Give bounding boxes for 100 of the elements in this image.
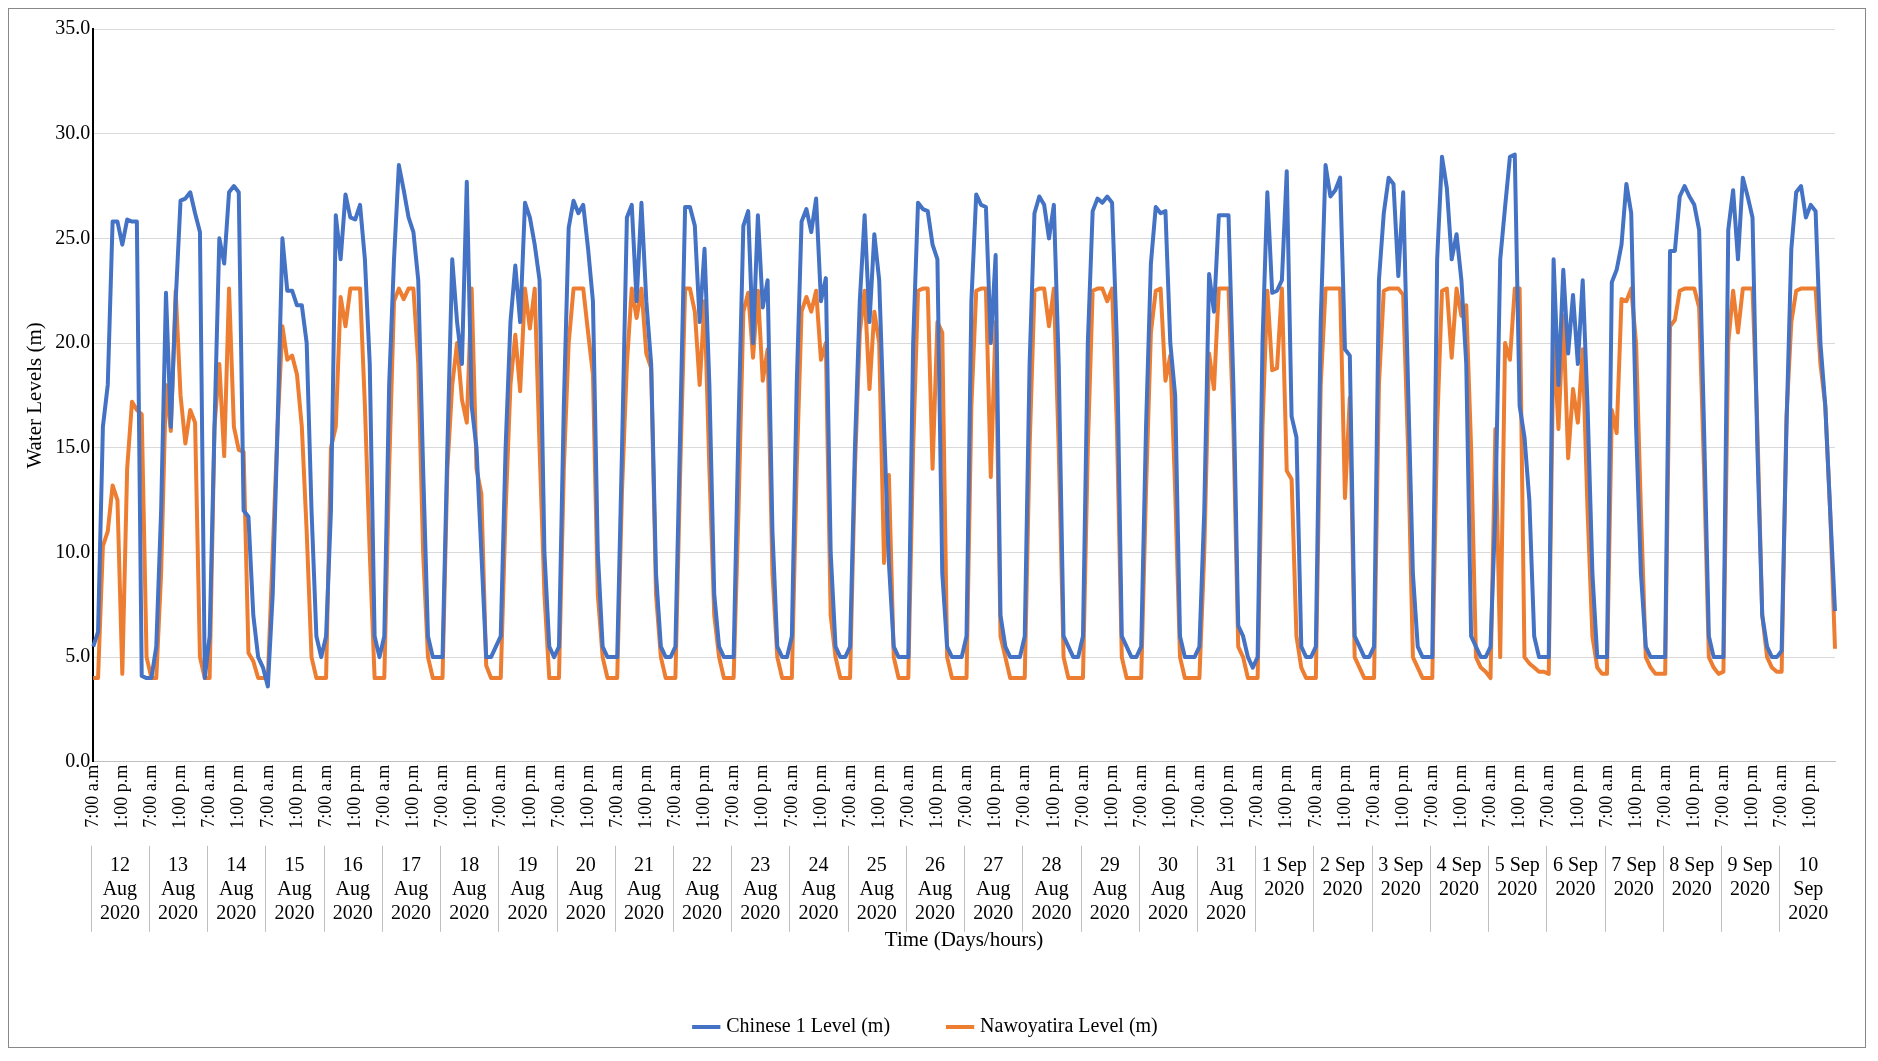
- x-tick-label: 1:00 p.m: [1159, 764, 1180, 829]
- y-tick-label: 35.0: [55, 16, 91, 39]
- text: 3 Sep 2020: [1378, 853, 1424, 900]
- x-tick-label: 7:00 a.m: [1304, 764, 1325, 828]
- legend-label: Nawoyatira Level (m): [980, 1014, 1158, 1038]
- x-tick-label: 1:00 p.m: [867, 764, 888, 829]
- x-tick-label: 7:00 a.m: [1071, 764, 1092, 828]
- x-tick-label: 7:00 a.m: [1188, 764, 1209, 828]
- x-tick-label: 7:00 a.m: [1712, 764, 1733, 828]
- x-tick-label: 7:00 a.m: [1595, 764, 1616, 828]
- x-tick-label: 1:00 p.m: [751, 764, 772, 829]
- x-tick-label: 7:00 a.m: [489, 764, 510, 828]
- x-tick-label: 7:00 a.m: [780, 764, 801, 828]
- x-tick-label: 7:00 a.m: [431, 764, 452, 828]
- x-tick-label: 7:00 a.m: [897, 764, 918, 828]
- text: 22 Aug 2020: [682, 853, 723, 924]
- x-tick-label: 7:00 a.m: [838, 764, 859, 828]
- y-tick-label: 25.0: [55, 225, 91, 248]
- x-tick-label: 1:00 p.m: [1391, 764, 1412, 829]
- x-tick-label: 1:00 p.m: [343, 764, 364, 829]
- text: 18 Aug 2020: [449, 853, 490, 924]
- x-tick-label: 7:00 a.m: [1246, 764, 1267, 828]
- text: 28 Aug 2020: [1031, 853, 1072, 924]
- x-tick-label: 1:00 p.m: [111, 764, 132, 829]
- text: 20 Aug 2020: [565, 853, 606, 924]
- x-tick-label: 7:00 a.m: [373, 764, 394, 828]
- text: 2 Sep 2020: [1320, 853, 1366, 900]
- y-tick-label: 30.0: [55, 120, 91, 143]
- text: 26 Aug 2020: [914, 853, 955, 924]
- text: 1 Sep 2020: [1261, 853, 1307, 900]
- text: 29 Aug 2020: [1089, 853, 1130, 924]
- x-tick-label: 1:00 p.m: [1508, 764, 1529, 829]
- x-tick-label: 7:00 a.m: [1421, 764, 1442, 828]
- text: 16 Aug 2020: [332, 853, 373, 924]
- x-tick-label: 7:00 a.m: [256, 764, 277, 828]
- x-tick-label: 7:00 a.m: [1537, 764, 1558, 828]
- text: 9 Sep 2020: [1727, 853, 1773, 900]
- x-tick-label: 7:00 a.m: [1129, 764, 1150, 828]
- x-tick-label: 1:00 p.m: [227, 764, 248, 829]
- text: 17 Aug 2020: [390, 853, 431, 924]
- x-tick-label: 7:00 a.m: [722, 764, 743, 828]
- x-tick-label: 1:00 p.m: [460, 764, 481, 829]
- text: 5 Sep 2020: [1494, 853, 1540, 900]
- text: 23 Aug 2020: [740, 853, 781, 924]
- x-tick-label: 7:00 a.m: [547, 764, 568, 828]
- x-tick-label: 1:00 p.m: [1566, 764, 1587, 829]
- y-tick-label: 20.0: [55, 330, 91, 353]
- text: 25 Aug 2020: [856, 853, 897, 924]
- x-tick-label: 1:00 p.m: [402, 764, 423, 829]
- x-tick-label: 1:00 p.m: [1624, 764, 1645, 829]
- text: 4 Sep 2020: [1436, 853, 1482, 900]
- x-tick-label: 1:00 p.m: [635, 764, 656, 829]
- x-tick-label: 1:00 p.m: [984, 764, 1005, 829]
- text: 13 Aug 2020: [158, 853, 199, 924]
- x-tick-label: 1:00 p.m: [1683, 764, 1704, 829]
- x-tick-label: 7:00 a.m: [314, 764, 335, 828]
- text: 8 Sep 2020: [1669, 853, 1715, 900]
- x-axis-title: Time (Days/hours): [884, 926, 1044, 951]
- x-tick-label: 7:00 a.m: [1362, 764, 1383, 828]
- text: 10 Sep 2020: [1788, 853, 1829, 924]
- y-axis-title: Water Levels (m): [22, 322, 47, 469]
- x-tick-label: 1:00 p.m: [1275, 764, 1296, 829]
- text: 31 Aug 2020: [1206, 853, 1247, 924]
- x-tick-label: 1:00 p.m: [1042, 764, 1063, 829]
- x-tick-label: 1:00 p.m: [809, 764, 830, 829]
- x-tick-label: 1:00 p.m: [1799, 764, 1820, 829]
- x-tick-label: 1:00 p.m: [693, 764, 714, 829]
- x-tick-label: 7:00 a.m: [1770, 764, 1791, 828]
- text: 19 Aug 2020: [507, 853, 548, 924]
- x-tick-label: 1:00 p.m: [926, 764, 947, 829]
- x-tick-label: 7:00 a.m: [1479, 764, 1500, 828]
- text: 12 Aug 2020: [99, 853, 140, 924]
- x-tick-label: 1:00 p.m: [1333, 764, 1354, 829]
- x-tick-label: 7:00 a.m: [140, 764, 161, 828]
- x-tick-label: 1:00 p.m: [1741, 764, 1762, 829]
- text: 6 Sep 2020: [1552, 853, 1598, 900]
- x-tick-label: 7:00 a.m: [1653, 764, 1674, 828]
- x-tick-label: 1:00 p.m: [518, 764, 539, 829]
- x-tick-label: 7:00 a.m: [1013, 764, 1034, 828]
- x-tick-label: 1:00 p.m: [1100, 764, 1121, 829]
- x-tick-label: 1:00 p.m: [1217, 764, 1238, 829]
- y-tick-label: 5.0: [65, 644, 91, 667]
- x-tick-label: 1:00 p.m: [576, 764, 597, 829]
- text: 24 Aug 2020: [798, 853, 839, 924]
- legend-label: Chinese 1 Level (m): [726, 1014, 891, 1038]
- x-tick-label: 7:00 a.m: [198, 764, 219, 828]
- x-tick-label: 1:00 p.m: [1450, 764, 1471, 829]
- x-tick-label: 1:00 p.m: [285, 764, 306, 829]
- text: 15 Aug 2020: [274, 853, 315, 924]
- x-tick-label: 7:00 a.m: [605, 764, 626, 828]
- text: 30 Aug 2020: [1147, 853, 1188, 924]
- text: 21 Aug 2020: [623, 853, 664, 924]
- y-tick-label: 10.0: [55, 539, 91, 562]
- text: 27 Aug 2020: [973, 853, 1014, 924]
- text: 14 Aug 2020: [216, 853, 257, 924]
- x-tick-label: 7:00 a.m: [955, 764, 976, 828]
- x-tick-label: 1:00 p.m: [169, 764, 190, 829]
- text: 7 Sep 2020: [1611, 853, 1657, 900]
- y-tick-label: 15.0: [55, 434, 91, 457]
- x-tick-label: 7:00 a.m: [664, 764, 685, 828]
